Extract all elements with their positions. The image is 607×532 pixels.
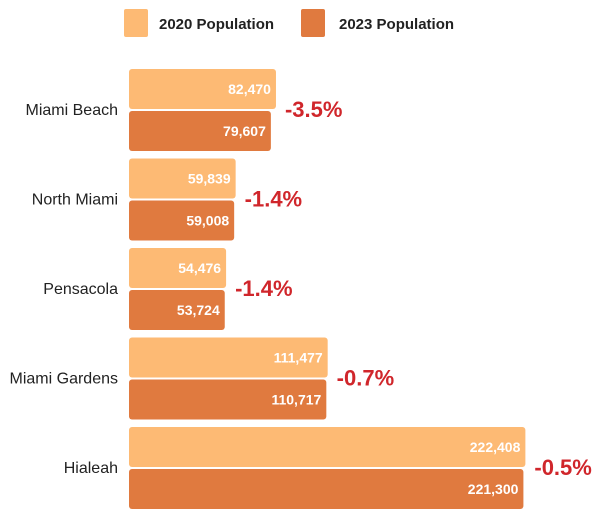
value-label-north-miami-2020-population: 59,839: [188, 171, 231, 187]
bar-hialeah-2023-population: [129, 469, 524, 509]
legend-swatch-2023-population: [301, 9, 325, 37]
bar-miami-gardens-2020-population: [129, 337, 328, 378]
category-label-north-miami: North Miami: [32, 192, 118, 209]
change-label-hialeah: -0.5%: [534, 455, 591, 480]
legend-swatch-2020-population: [124, 9, 148, 37]
value-label-miami-gardens-2023-population: 110,717: [271, 392, 321, 408]
bar-miami-beach-2023-population: [129, 111, 271, 151]
legend-label-2020-population: 2020 Population: [159, 16, 274, 33]
change-label-miami-gardens: -0.7%: [337, 366, 394, 391]
value-label-miami-gardens-2020-population: 111,477: [274, 350, 323, 366]
chart-legend: 2020 Population 2023 Population: [124, 9, 454, 37]
chart-plot-area: Miami Beach 82,470 79,607 -3.5% North Miami 5…: [10, 69, 592, 509]
bar-hialeah-2020-population: [129, 427, 526, 467]
bar-north-miami-2020-population: [129, 158, 236, 199]
value-label-pensacola-2020-population: 54,476: [178, 260, 221, 276]
bar-pensacola-2020-population: [129, 248, 227, 288]
change-label-miami-beach: -3.5%: [285, 97, 342, 122]
category-label-miami-gardens: Miami Gardens: [10, 371, 118, 388]
value-label-pensacola-2023-population: 53,724: [177, 302, 220, 318]
value-label-hialeah-2023-population: 221,300: [468, 481, 519, 497]
bar-miami-gardens-2023-population: [129, 379, 327, 420]
category-label-pensacola: Pensacola: [43, 281, 118, 298]
value-label-north-miami-2023-population: 59,008: [186, 213, 229, 229]
value-label-hialeah-2020-population: 222,408: [470, 439, 521, 455]
bar-pensacola-2023-population: [129, 290, 225, 330]
change-label-pensacola: -1.4%: [235, 276, 292, 301]
legend-label-2023-population: 2023 Population: [339, 16, 454, 33]
value-label-miami-beach-2023-population: 79,607: [223, 123, 266, 139]
category-label-miami-beach: Miami Beach: [26, 102, 118, 119]
category-label-hialeah: Hialeah: [64, 460, 118, 477]
change-label-north-miami: -1.4%: [245, 187, 302, 212]
value-label-miami-beach-2020-population: 82,470: [228, 81, 271, 97]
bar-miami-beach-2020-population: [129, 69, 276, 109]
bar-north-miami-2023-population: [129, 200, 235, 241]
